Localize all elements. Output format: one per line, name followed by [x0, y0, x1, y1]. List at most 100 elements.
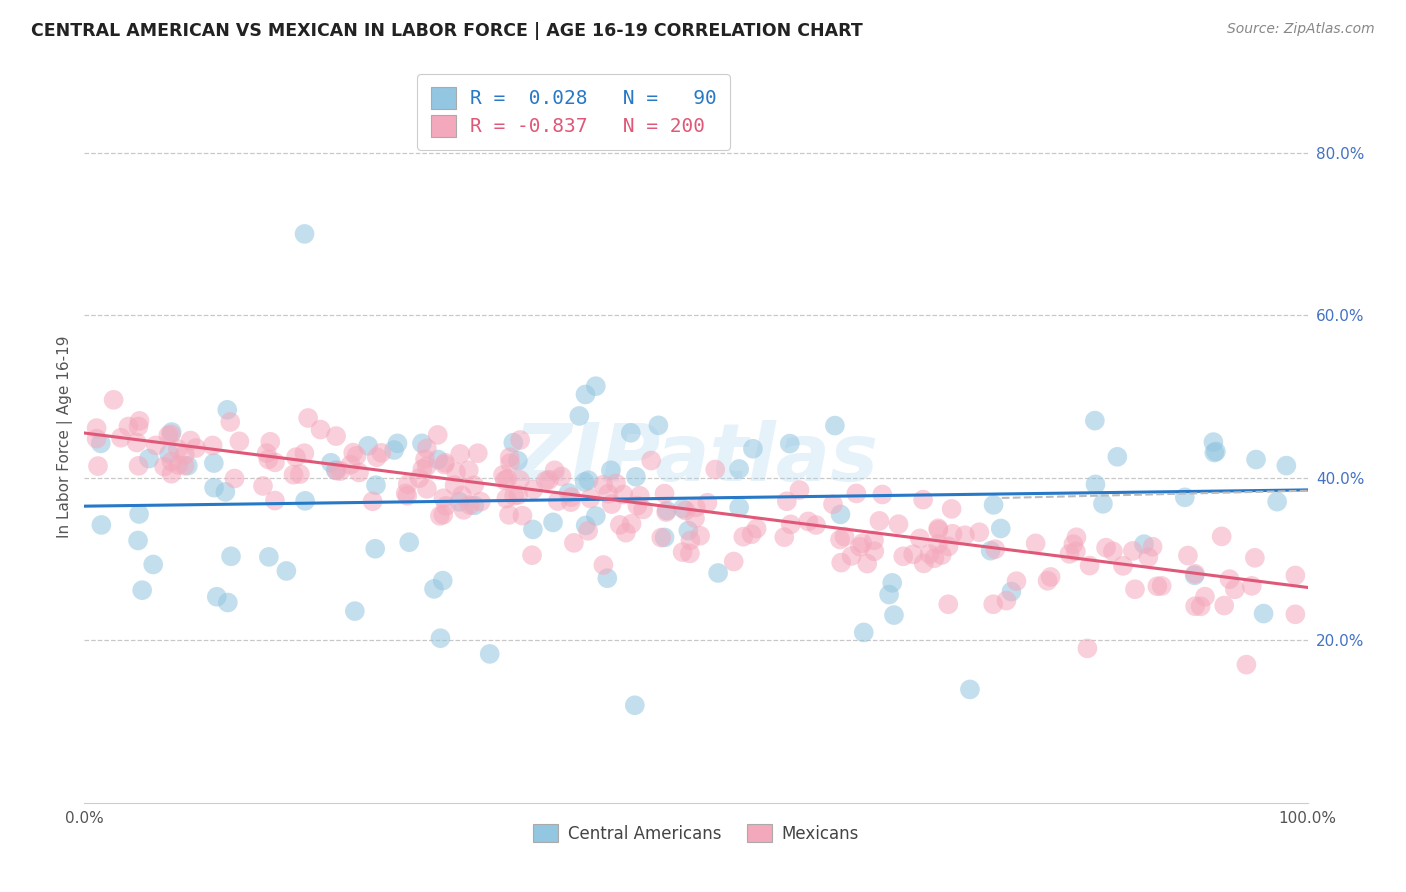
Point — [863, 533, 886, 548]
Point — [294, 493, 316, 508]
Point — [1174, 491, 1197, 505]
Point — [512, 508, 534, 523]
Point — [252, 479, 274, 493]
Point — [877, 588, 900, 602]
Point — [1102, 544, 1125, 558]
Point — [537, 473, 560, 487]
Point — [457, 463, 479, 477]
Point — [364, 478, 387, 492]
Point — [596, 571, 619, 585]
Point — [1000, 584, 1022, 599]
Point — [1062, 537, 1084, 551]
Point — [980, 543, 1002, 558]
Point — [624, 469, 647, 483]
Point — [415, 459, 437, 474]
Point — [605, 476, 627, 491]
Point — [426, 428, 449, 442]
Point — [908, 532, 931, 546]
Point — [953, 528, 976, 542]
Point — [1223, 582, 1246, 597]
Point — [1107, 450, 1129, 464]
Point — [128, 458, 150, 473]
Point — [1275, 458, 1298, 473]
Point — [90, 436, 112, 450]
Point — [125, 435, 148, 450]
Point — [733, 530, 755, 544]
Point — [1078, 558, 1101, 573]
Point — [180, 434, 202, 448]
Point — [773, 530, 796, 544]
Point — [959, 682, 981, 697]
Point — [1204, 445, 1226, 459]
Point — [685, 500, 707, 515]
Point — [696, 496, 718, 510]
Point — [357, 439, 380, 453]
Point — [508, 488, 530, 502]
Point — [339, 458, 361, 472]
Point — [1284, 568, 1306, 582]
Point — [432, 491, 454, 506]
Point — [427, 452, 450, 467]
Point — [560, 495, 582, 509]
Point — [128, 507, 150, 521]
Point — [167, 458, 190, 472]
Point — [463, 478, 485, 492]
Point — [654, 486, 676, 500]
Point — [650, 531, 672, 545]
Point — [413, 452, 436, 467]
Point — [1036, 574, 1059, 588]
Point — [276, 564, 298, 578]
Point — [444, 465, 467, 479]
Point — [741, 527, 763, 541]
Point — [640, 453, 662, 467]
Point — [912, 557, 935, 571]
Point — [325, 463, 347, 477]
Point — [936, 597, 959, 611]
Point — [578, 473, 600, 487]
Point — [453, 503, 475, 517]
Point — [166, 442, 188, 456]
Point — [202, 481, 225, 495]
Point — [728, 462, 751, 476]
Point — [416, 442, 439, 456]
Point — [309, 423, 332, 437]
Point — [557, 486, 579, 500]
Point — [585, 509, 607, 524]
Point — [689, 529, 711, 543]
Point — [160, 454, 183, 468]
Point — [1284, 607, 1306, 622]
Point — [1091, 497, 1114, 511]
Point — [395, 486, 418, 500]
Point — [707, 566, 730, 580]
Point — [1059, 547, 1081, 561]
Point — [620, 425, 643, 440]
Point — [458, 498, 481, 512]
Point — [396, 477, 419, 491]
Point — [432, 574, 454, 588]
Text: Source: ZipAtlas.com: Source: ZipAtlas.com — [1227, 22, 1375, 37]
Point — [294, 227, 316, 241]
Point — [728, 500, 751, 515]
Point — [1189, 599, 1212, 614]
Point — [745, 522, 768, 536]
Point — [830, 508, 852, 522]
Point — [804, 518, 827, 533]
Point — [1039, 570, 1062, 584]
Point — [679, 533, 702, 548]
Point — [451, 488, 474, 502]
Point — [509, 433, 531, 447]
Point — [620, 516, 643, 531]
Point — [927, 523, 949, 537]
Point — [1076, 641, 1098, 656]
Point — [110, 431, 132, 445]
Point — [1184, 566, 1206, 581]
Point — [852, 625, 875, 640]
Point — [1236, 657, 1258, 672]
Point — [678, 524, 700, 538]
Point — [522, 483, 544, 497]
Point — [941, 501, 963, 516]
Point — [364, 541, 387, 556]
Point — [509, 473, 531, 487]
Point — [217, 402, 239, 417]
Point — [624, 698, 647, 713]
